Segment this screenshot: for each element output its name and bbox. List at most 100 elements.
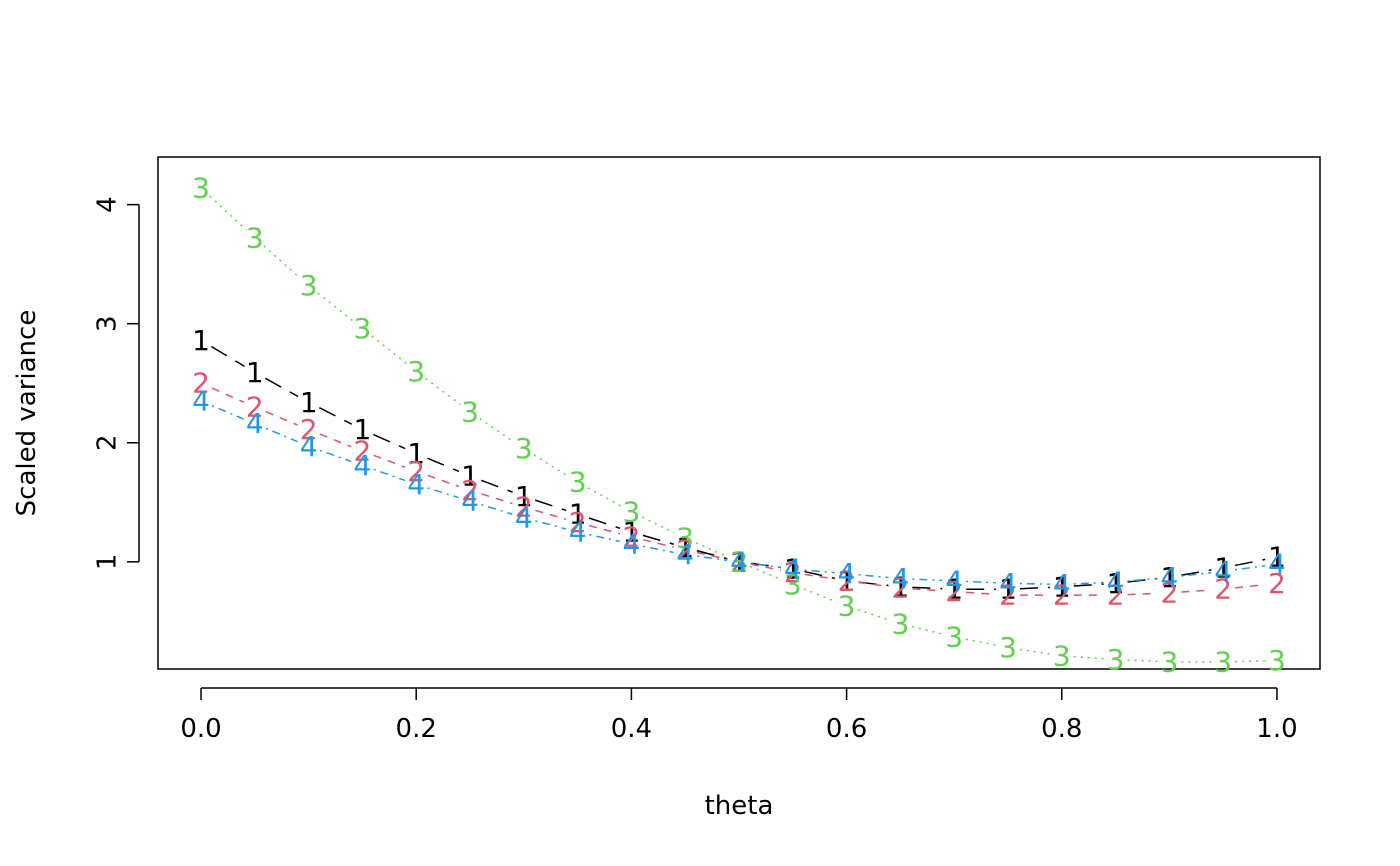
series-4-segment <box>1234 565 1266 571</box>
series-4-point: 4 <box>784 552 802 585</box>
series-4: 4 4 4 4 4 4 4 4 4 4 4 4 4 4 4 4 4 4 4 4 4 <box>192 385 1286 601</box>
series-4-point: 4 <box>246 407 264 440</box>
series-2-point: 2 <box>246 391 264 424</box>
series-4-point: 4 <box>730 545 748 578</box>
series-3-point: 3 <box>192 171 210 204</box>
series-2-point: 2 <box>1214 573 1232 606</box>
series-1-point: 1 <box>999 573 1017 606</box>
series-4-segment <box>211 405 245 420</box>
series-2-segment <box>427 474 459 488</box>
series-3-point: 3 <box>1107 643 1125 676</box>
series-1-segment <box>1073 583 1104 587</box>
series-3-point: 3 <box>407 355 425 388</box>
x-tick-label: 0.2 <box>396 714 437 744</box>
series-4-segment <box>265 427 298 443</box>
series-2-point: 2 <box>407 455 425 488</box>
series-1-segment <box>1234 558 1266 567</box>
y-tick-label: 4 <box>93 196 123 213</box>
series-2-segment <box>1235 583 1266 589</box>
series-4-segment <box>643 545 674 554</box>
series-1-point: 1 <box>407 437 425 470</box>
series-1-point: 1 <box>300 386 318 419</box>
series-3-point: 3 <box>784 568 802 601</box>
series-3-segment <box>533 454 568 477</box>
series-1-point: 1 <box>569 498 587 531</box>
series-2-segment <box>265 411 298 426</box>
series-4-segment <box>1019 582 1050 585</box>
series-4-point: 4 <box>354 449 372 482</box>
series-2-segment <box>1127 592 1158 596</box>
series-1-segment <box>210 345 245 368</box>
series-1-segment <box>373 433 406 450</box>
series-2-point: 2 <box>515 491 533 524</box>
series-3-segment <box>479 417 515 443</box>
series-2-point: 2 <box>945 575 963 608</box>
series-1-point: 1 <box>730 545 748 578</box>
series-3-point: 3 <box>891 607 909 640</box>
series-4-point: 4 <box>1160 561 1178 594</box>
series-2-segment <box>211 387 245 403</box>
series-2-point: 2 <box>891 572 909 605</box>
series-3-segment <box>803 588 836 603</box>
series-4-segment <box>319 449 352 463</box>
series-2-point: 2 <box>1107 579 1125 612</box>
series-1-point: 1 <box>891 570 909 603</box>
series-4-segment <box>481 503 513 515</box>
series-1-segment <box>534 499 567 512</box>
series-2-segment <box>912 588 943 592</box>
series-3-segment <box>1127 659 1158 663</box>
x-axis: 0.0 0.2 0.4 0.6 0.8 1.0 <box>180 687 1298 744</box>
series-1-segment <box>1019 586 1050 590</box>
y-tick-label: 3 <box>93 315 123 332</box>
series-4-point: 4 <box>945 564 963 597</box>
x-tick-label: 1.0 <box>1256 714 1297 744</box>
series-1-point: 1 <box>1160 561 1178 594</box>
series-1-point: 1 <box>1214 551 1232 584</box>
series-3-segment <box>695 542 729 558</box>
series-2-segment <box>750 563 782 571</box>
series-2-point: 2 <box>1160 576 1178 609</box>
series-1-segment <box>912 586 943 590</box>
series-1-point: 1 <box>676 531 694 564</box>
series-1-segment <box>750 562 781 569</box>
series-4-point: 4 <box>461 485 479 518</box>
series-4-point: 4 <box>569 516 587 549</box>
series-3-point: 3 <box>1214 645 1232 678</box>
series-1-point: 1 <box>515 480 533 513</box>
series-3-segment <box>209 195 247 231</box>
series-4-segment <box>966 580 997 584</box>
series-1-point: 1 <box>784 552 802 585</box>
series-3-point: 3 <box>1053 639 1071 672</box>
series-3-point: 3 <box>461 395 479 428</box>
series-3-segment <box>965 638 997 646</box>
series-2-point: 2 <box>1053 579 1071 612</box>
y-axis-label: Scaled variance <box>12 310 42 517</box>
series-2-point: 2 <box>461 474 479 507</box>
series-4-point: 4 <box>622 527 640 560</box>
series-1-segment <box>480 479 513 493</box>
series-2-point: 2 <box>999 579 1017 612</box>
series-1-point: 1 <box>1053 570 1071 603</box>
series-4-segment <box>535 520 567 530</box>
series-1-segment <box>318 407 353 425</box>
series-3-point: 3 <box>1268 644 1286 677</box>
series-1-segment <box>804 570 836 580</box>
x-tick-label: 0.6 <box>826 714 867 744</box>
series-4-point: 4 <box>1107 566 1125 599</box>
y-axis: 1 2 3 4 <box>93 196 140 570</box>
series-4-segment <box>427 487 459 499</box>
series-1-point: 1 <box>461 460 479 493</box>
series-2-point: 2 <box>192 367 210 400</box>
series-2-segment <box>535 509 567 520</box>
series-2-segment <box>481 493 513 505</box>
series-2: 2 2 2 2 2 2 2 2 2 2 2 2 2 2 2 2 2 2 2 2 2 <box>192 367 1286 612</box>
series-3-segment <box>1235 660 1265 663</box>
series-1-point: 1 <box>192 324 210 357</box>
x-tick-label: 0.0 <box>180 714 221 744</box>
series-3-segment <box>425 377 461 406</box>
series-3-point: 3 <box>354 312 372 345</box>
series-4-point: 4 <box>676 538 694 571</box>
series-2-point: 2 <box>569 506 587 539</box>
series-1-point: 1 <box>838 564 856 597</box>
